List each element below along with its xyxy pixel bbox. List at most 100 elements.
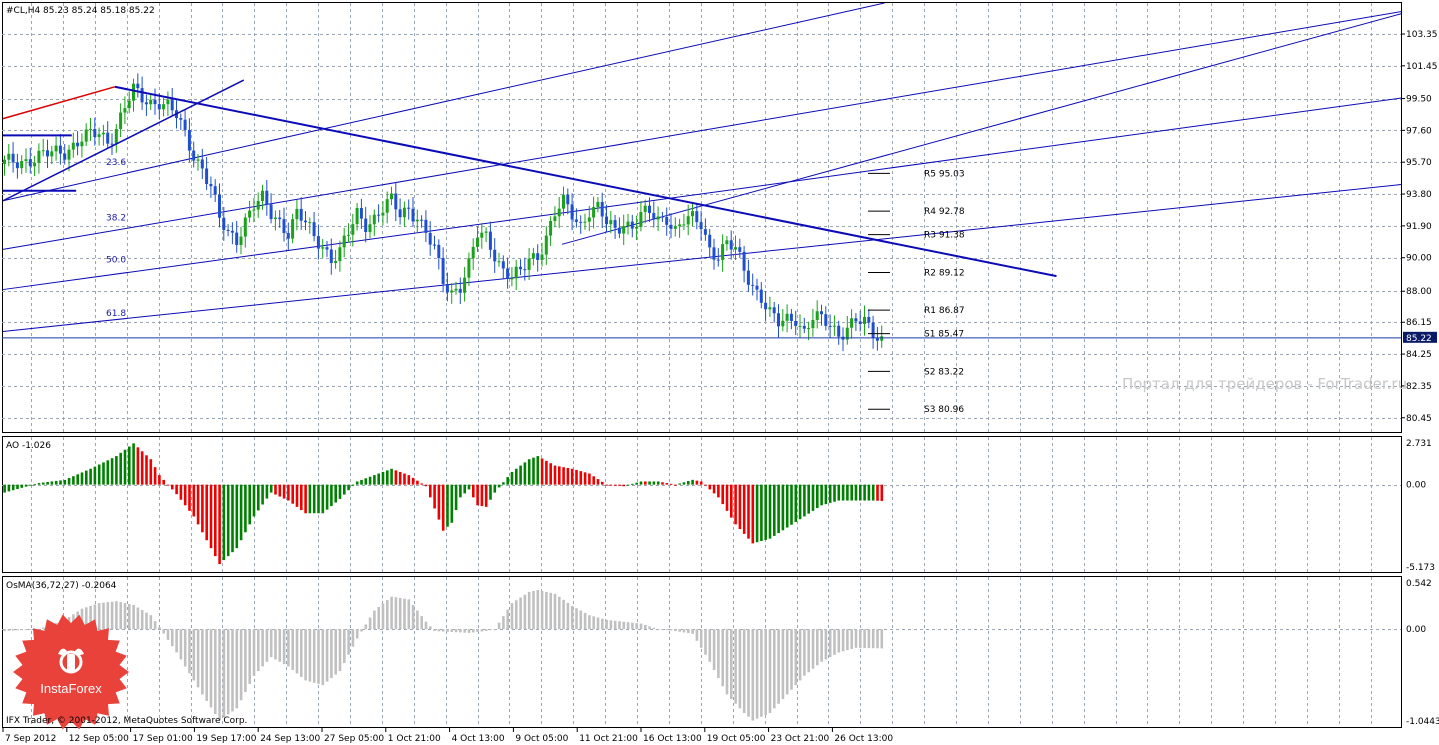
osma-bar: [317, 629, 320, 684]
candle-body: [643, 205, 647, 213]
candle-body: [858, 321, 862, 324]
osma-bar: [601, 618, 604, 630]
candle-body: [424, 219, 428, 233]
ao-bar: [695, 480, 699, 485]
ao-bar: [188, 484, 191, 511]
pivot-label: S3 80.96: [924, 405, 964, 415]
osma-bar: [549, 592, 552, 630]
osma-bar: [687, 629, 690, 634]
ao-bar: [777, 484, 780, 534]
osma-bar: [618, 621, 621, 630]
osma-bar: [158, 627, 161, 630]
candle-body: [101, 132, 105, 135]
osma-bar: [871, 629, 875, 649]
candle-body: [89, 128, 92, 130]
candle-body: [334, 261, 338, 264]
osma-bar: [411, 604, 415, 630]
candle-body: [772, 307, 776, 314]
candle-body: [338, 247, 342, 262]
candle-body: [411, 208, 415, 222]
osma-bar: [519, 597, 522, 630]
candle-body: [58, 145, 62, 154]
fib-level-label: 61.8: [106, 309, 126, 319]
osma-bar: [218, 629, 221, 721]
candle-body: [656, 216, 660, 220]
y-tick-label: 2.731: [1406, 439, 1432, 449]
candle-body: [136, 83, 140, 89]
osma-bar: [437, 629, 441, 632]
candle-body: [832, 325, 836, 327]
ao-bar: [644, 481, 647, 485]
candle-body: [420, 219, 424, 221]
ao-bar: [145, 455, 148, 485]
y-tick-label: 90.00: [1406, 254, 1432, 264]
instaforex-badge[interactable]: InstaForex: [13, 614, 129, 730]
y-tick-label: 93.80: [1406, 190, 1432, 200]
ao-bar: [252, 484, 256, 517]
ao-bar: [115, 456, 118, 485]
osma-bar: [16, 629, 19, 631]
ao-bar: [841, 484, 845, 501]
ao-bar: [196, 484, 200, 525]
ao-bar: [29, 484, 32, 486]
ao-pane-title: AO -1.026: [6, 441, 51, 451]
osma-bar: [355, 629, 359, 639]
osma-bar: [110, 601, 114, 630]
candle-body: [609, 220, 613, 225]
candle-body: [162, 104, 166, 110]
candle-body: [716, 259, 720, 261]
candle-body: [312, 222, 316, 237]
ao-bar: [429, 484, 432, 498]
ao-bar: [515, 468, 518, 485]
ao-bar: [239, 484, 243, 541]
osma-bar: [570, 605, 574, 630]
ao-bar: [639, 481, 643, 485]
ao-bar: [682, 482, 686, 485]
ao-bar: [291, 484, 294, 504]
candle-body: [106, 132, 110, 144]
candle-body: [523, 269, 527, 271]
candle-body: [652, 213, 656, 220]
osma-bar: [613, 620, 617, 630]
ao-bar: [179, 484, 183, 500]
ao-bar: [622, 484, 626, 487]
candle-body: [669, 224, 673, 229]
candle-body: [205, 168, 209, 184]
ao-bar: [712, 484, 716, 494]
candle-body: [149, 99, 153, 105]
ao-bar: [820, 484, 823, 506]
candle-body: [686, 216, 690, 225]
candle-body: [579, 221, 583, 223]
osma-bar: [252, 629, 256, 676]
candle-body: [596, 201, 600, 208]
ao-bar: [760, 484, 763, 542]
ao-bar: [854, 484, 858, 501]
osma-bar: [398, 597, 402, 630]
candle-body: [794, 320, 798, 327]
osma-pane-title: OsMA(36,72,27) -0.2064: [6, 581, 117, 591]
osma-bar: [368, 617, 372, 630]
candle-body: [37, 150, 41, 163]
ao-bar: [407, 475, 411, 485]
candle-body: [587, 217, 591, 222]
candle-body: [351, 224, 355, 235]
candle-body: [261, 190, 264, 201]
osma-bar: [708, 629, 712, 662]
ao-bar: [588, 473, 591, 485]
y-tick-label: 101.45: [1406, 62, 1438, 72]
ao-bar: [785, 484, 789, 528]
candle-body: [798, 325, 802, 327]
ao-bar: [631, 483, 634, 485]
ao-bar: [325, 484, 329, 510]
osma-bar: [257, 629, 260, 672]
ao-bar: [519, 465, 522, 485]
osma-bar: [768, 629, 772, 714]
y-tick-label: 103.35: [1406, 30, 1438, 40]
candle-body: [845, 327, 849, 340]
ao-bar: [527, 459, 531, 485]
candle-body: [415, 219, 419, 222]
osma-bar: [300, 629, 303, 677]
candle-body: [170, 99, 174, 111]
osma-bar: [459, 629, 462, 633]
